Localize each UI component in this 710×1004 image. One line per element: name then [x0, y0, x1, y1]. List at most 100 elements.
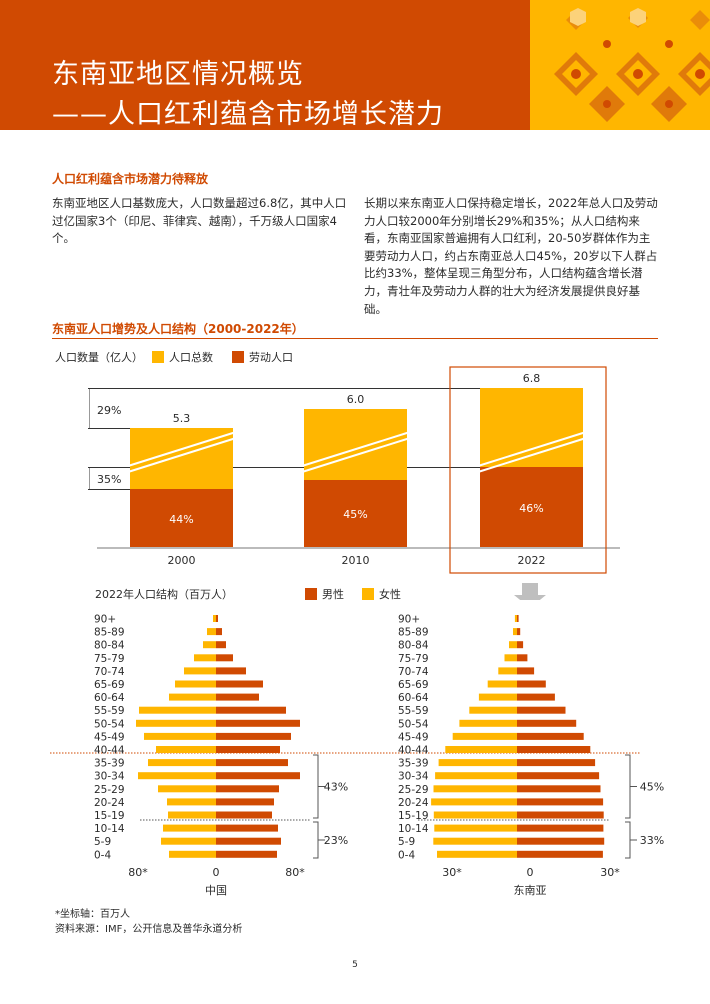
- pyramid-panel-name: 中国: [205, 884, 227, 897]
- legend-male: 男性: [305, 586, 344, 602]
- age-group-label: 85-89: [398, 627, 429, 639]
- bar-total-label-2010: 6.0: [346, 393, 365, 406]
- pyramid-male-bar: [216, 798, 274, 806]
- pyramid-male-bar: [517, 667, 535, 675]
- pyramid-female-bar: [435, 772, 517, 780]
- growth-arrow-labor: [89, 468, 90, 489]
- pyramid-male-bar: [216, 850, 277, 858]
- pyramid-male-bar: [216, 824, 278, 832]
- pyramid-axis-tick: 30*: [442, 866, 462, 879]
- pyramid-female-bar: [504, 654, 517, 662]
- pyramid-female-bar: [168, 811, 216, 819]
- age-group-label: 40-44: [94, 745, 125, 757]
- pyramid-male-bar: [216, 759, 288, 767]
- age-group-label: 45-49: [94, 731, 125, 743]
- pyramid-female-bar: [156, 746, 216, 753]
- pyramid-bracket-label: 45%: [640, 781, 664, 794]
- pyramid-bracket: [625, 821, 637, 859]
- age-group-label: 50-54: [398, 718, 429, 730]
- age-group-label: 90+: [94, 614, 116, 626]
- x-tick-2022: 2022: [517, 554, 546, 567]
- pyramid-male-bar: [517, 850, 603, 858]
- pyramid-male-bar: [517, 706, 566, 714]
- pyramid-male-bar: [517, 811, 604, 819]
- age-group-label: 60-64: [398, 692, 429, 704]
- pyramid-bracket-label: 33%: [640, 834, 664, 847]
- footnote: *坐标轴：百万人 资料来源：IMF，公开信息及普华永道分析: [55, 907, 242, 937]
- pyramid-title: 2022年人口结构（百万人）: [95, 588, 233, 601]
- pyramid-female-bar: [514, 615, 517, 622]
- pyramid-female-bar: [513, 628, 517, 636]
- pyramid-axis-tick: 80*: [128, 866, 148, 879]
- age-group-label: 5-9: [94, 836, 111, 848]
- ref-line-total-2022: [88, 388, 580, 389]
- ref-line-labor-2000: [88, 489, 131, 490]
- pyramid-bracket-label: 43%: [324, 781, 348, 794]
- pyramid-female-bar: [433, 785, 517, 793]
- growth-total-label: 29%: [97, 404, 122, 417]
- bar-total-label-2022: 6.8: [522, 372, 541, 385]
- age-group-label: 30-34: [398, 771, 429, 783]
- pyramid-male-bar: [216, 746, 280, 753]
- pyramid-female-bar: [509, 641, 517, 649]
- pyramid-female-bar: [445, 746, 517, 753]
- pyramid-male-bar: [216, 772, 300, 780]
- age-group-label: 80-84: [398, 640, 429, 652]
- age-group-label: 0-4: [94, 849, 111, 861]
- bar-total-label-2000: 5.3: [172, 412, 191, 425]
- legend-female-label: 女性: [379, 588, 401, 601]
- pyramid-male-bar: [216, 837, 281, 845]
- pyramid-female-bar: [158, 785, 216, 793]
- age-group-label: 65-69: [398, 679, 429, 691]
- pyramid-male-bar: [216, 615, 218, 622]
- age-group-label: 25-29: [398, 784, 429, 796]
- ref-line-total-2000: [88, 428, 131, 429]
- pattern-graphic: [554, 8, 710, 122]
- pyramid-bracket: [625, 754, 637, 819]
- pyramid-male-bar: [517, 615, 519, 622]
- growth-labor-label: 35%: [97, 473, 122, 486]
- age-group-label: 30-34: [94, 771, 125, 783]
- pyramid-male-bar: [517, 719, 577, 727]
- pyramid-male-bar: [216, 785, 279, 793]
- x-tick-2000: 2000: [167, 554, 196, 567]
- pyramid-female-bar: [138, 772, 216, 780]
- decorative-pattern: [530, 0, 710, 130]
- pyramid-male-bar: [216, 628, 222, 636]
- pyramid-male-bar: [216, 706, 286, 714]
- age-group-label: 75-79: [94, 653, 125, 665]
- footnote-source: 资料来源：IMF，公开信息及普华永道分析: [55, 924, 243, 935]
- pyramid-female-bar: [194, 654, 216, 662]
- pyramid-female-bar: [487, 680, 517, 688]
- pyramid-axis-tick: 0: [527, 866, 534, 879]
- age-group-label: 60-64: [94, 692, 125, 704]
- pyramid-female-bar: [144, 732, 216, 740]
- age-group-label: 10-14: [398, 823, 429, 835]
- pyramid-male-bar: [216, 654, 233, 662]
- section-title-potential: 人口红利蕴含市场潜力待释放: [52, 172, 209, 186]
- footnote-axis: *坐标轴：百万人: [55, 909, 130, 920]
- age-group-label: 25-29: [94, 784, 125, 796]
- pyramid-male-bar: [517, 785, 601, 793]
- pyramid-male-bar: [517, 798, 604, 806]
- pyramid-male-bar: [216, 811, 272, 819]
- pyramid-female-bar: [148, 759, 216, 767]
- pyramid-male-bar: [216, 719, 300, 727]
- age-group-label: 65-69: [94, 679, 125, 691]
- pyramid-female-bar: [167, 798, 216, 806]
- legend-labor-label: 劳动人口: [249, 351, 293, 364]
- page-title-line2: ——人口红利蕴含市场增长潜力: [52, 99, 444, 130]
- pyramid-female-bar: [431, 798, 517, 806]
- page-title-line1: 东南亚地区情况概览: [52, 59, 304, 90]
- age-group-label: 20-24: [94, 797, 125, 809]
- axis-break-marks: [97, 366, 620, 600]
- pyramid-male-bar: [517, 772, 600, 780]
- pyramid-female-bar: [433, 837, 517, 845]
- pyramid-male-bar: [517, 824, 604, 832]
- pyramid-female-bar: [469, 706, 517, 714]
- age-group-label: 15-19: [398, 810, 429, 822]
- pyramid-female-bar: [175, 680, 216, 688]
- pyramid-male-bar: [517, 759, 596, 767]
- age-group-label: 15-19: [94, 810, 125, 822]
- age-group-label: 0-4: [398, 849, 415, 861]
